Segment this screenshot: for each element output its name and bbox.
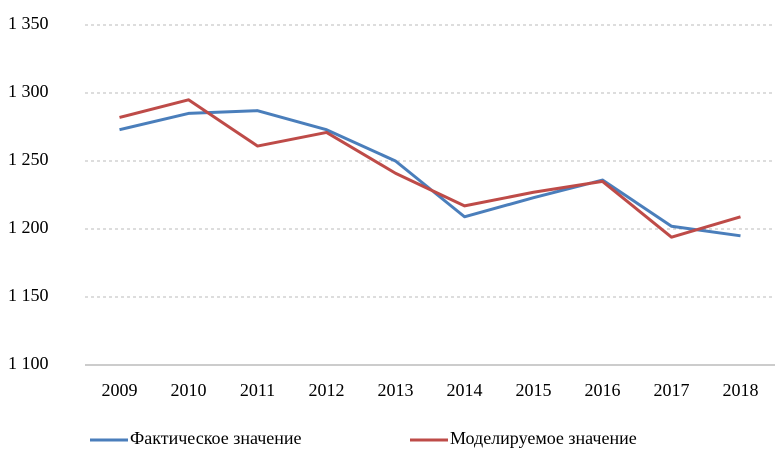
x-tick-label: 2009	[102, 380, 138, 400]
legend-label: Фактическое значение	[130, 428, 302, 448]
series-line	[119, 98, 741, 239]
x-tick-label: 2015	[516, 380, 552, 400]
x-tick-label: 2016	[585, 380, 621, 400]
y-tick-label: 1 250	[8, 149, 49, 169]
y-tick-label: 1 150	[8, 285, 49, 305]
x-tick-label: 2012	[309, 380, 345, 400]
x-tick-label: 2011	[240, 380, 275, 400]
x-tick-label: 2013	[378, 380, 414, 400]
y-tick-label: 1 200	[8, 217, 49, 237]
y-tick-label: 1 300	[8, 81, 49, 101]
x-tick-label: 2018	[723, 380, 759, 400]
x-tick-label: 2010	[171, 380, 207, 400]
legend-label: Моделируемое значение	[450, 428, 637, 448]
y-tick-label: 1 350	[8, 13, 49, 33]
x-tick-label: 2017	[654, 380, 690, 400]
x-tick-label: 2014	[447, 380, 483, 400]
y-tick-label: 1 100	[8, 353, 49, 373]
